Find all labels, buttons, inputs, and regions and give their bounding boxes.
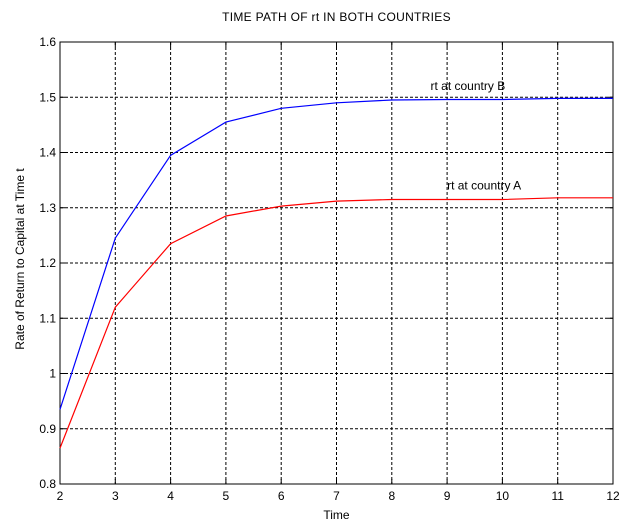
x-tick-label: 11 <box>551 489 564 503</box>
y-tick-label: 1.1 <box>39 311 56 325</box>
x-tick-label: 12 <box>606 489 620 503</box>
x-tick-label: 8 <box>388 489 395 503</box>
y-tick-label: 1.6 <box>39 35 56 49</box>
annotation-label: rt at country B <box>431 79 506 93</box>
y-tick-label: 1.3 <box>39 201 56 215</box>
x-tick-label: 4 <box>167 489 174 503</box>
x-tick-label: 6 <box>278 489 285 503</box>
x-tick-label: 2 <box>57 489 64 503</box>
annotation-label: rt at country A <box>447 179 521 193</box>
x-tick-label: 3 <box>112 489 119 503</box>
series-line-2 <box>59 197 613 449</box>
x-tick-label: 10 <box>496 489 510 503</box>
chart-title: TIME PATH OF rt IN BOTH COUNTRIES <box>222 10 451 24</box>
y-tick-label: 0.9 <box>39 422 56 436</box>
y-axis-label: Rate of Return to Capital at Time t <box>13 168 27 350</box>
x-tick-label: 7 <box>333 489 340 503</box>
y-tick-label: 1.4 <box>39 146 56 160</box>
y-tick-label: 0.8 <box>39 477 56 491</box>
series-line-1 <box>59 97 613 410</box>
y-tick-label: 1 <box>49 367 56 381</box>
x-axis-label: Time <box>323 508 350 522</box>
x-tick-label: 9 <box>444 489 451 503</box>
y-tick-label: 1.2 <box>39 256 56 270</box>
x-tick-label: 5 <box>223 489 230 503</box>
y-tick-label: 1.5 <box>39 90 56 104</box>
